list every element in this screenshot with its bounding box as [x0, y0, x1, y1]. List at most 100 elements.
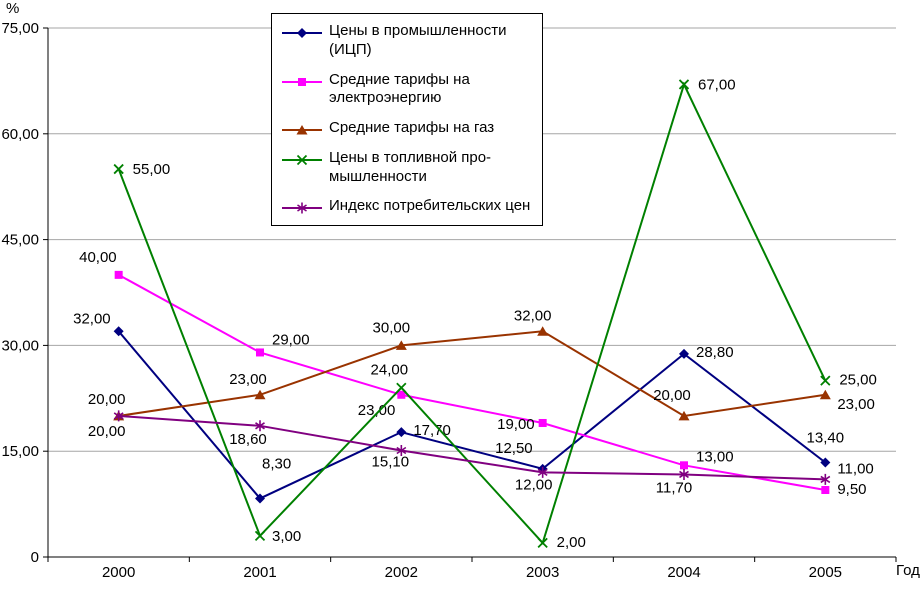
legend-item: Средние тарифы на газ — [282, 119, 530, 138]
data-label: 20,00 — [88, 391, 126, 408]
data-label: 32,00 — [514, 307, 552, 324]
y-tick-label: 30,00 — [1, 337, 39, 354]
data-label: 11,70 — [656, 479, 692, 496]
asterisk-marker — [255, 420, 265, 432]
x-marker — [113, 163, 124, 175]
x-marker — [537, 537, 548, 549]
y-tick-label: 60,00 — [1, 126, 39, 143]
diamond-legend-key-icon — [282, 28, 322, 38]
data-label: 11,00 — [837, 460, 873, 477]
triangle-marker — [254, 389, 266, 400]
x-tick-label: 2001 — [243, 564, 276, 581]
x-tick-label: 2005 — [809, 564, 842, 581]
data-label: 2,00 — [557, 534, 586, 551]
data-label: 13,00 — [696, 448, 734, 465]
x-tick-label: 2002 — [385, 564, 418, 581]
data-label: 12,00 — [515, 476, 553, 493]
asterisk-marker — [396, 444, 407, 456]
data-label: 24,00 — [371, 362, 409, 379]
x-tick-label: 2000 — [102, 564, 135, 581]
square-marker — [114, 270, 123, 279]
x-marker — [296, 154, 308, 165]
square-marker — [821, 485, 830, 494]
legend-label: Индекс потребительских цен — [329, 197, 531, 215]
chart-legend: Цены в промышленности (ИЦП) Средние тариф… — [271, 13, 544, 226]
data-label: 40,00 — [79, 249, 117, 266]
series-line — [117, 81, 827, 545]
legend-label: Цены в промышленности (ИЦП) — [329, 22, 507, 58]
data-label: 20,00 — [653, 387, 691, 404]
asterisk-legend-key-icon — [282, 202, 322, 214]
triangle-marker — [395, 340, 407, 350]
square-marker — [256, 348, 264, 357]
data-label: 17,70 — [413, 422, 451, 439]
data-label: 67,00 — [698, 76, 736, 93]
data-label: 55,00 — [133, 161, 171, 178]
asterisk-marker — [113, 410, 124, 422]
asterisk-marker — [297, 202, 307, 214]
diamond-marker — [297, 28, 307, 38]
series-line — [118, 273, 826, 491]
data-label: 25,00 — [839, 372, 877, 389]
legend-item: Средние тарифы на электроэнергию — [282, 71, 530, 109]
legend-item: Индекс потребительских цен — [282, 197, 530, 216]
series-line — [117, 330, 826, 500]
triangle-marker — [537, 326, 549, 336]
diamond-marker — [396, 427, 407, 438]
x-legend-key-icon — [282, 154, 322, 165]
x-marker — [254, 530, 266, 541]
diamond-marker — [820, 457, 831, 468]
y-tick-label: 75,00 — [1, 20, 39, 37]
x-axis-title: Год — [896, 562, 920, 579]
asterisk-marker — [679, 468, 689, 480]
data-label: 19,00 — [497, 416, 535, 433]
x-tick-label: 2004 — [667, 564, 700, 581]
y-tick-label: 15,00 — [1, 443, 39, 460]
data-label: 28,80 — [696, 344, 734, 361]
data-label: 20,00 — [88, 423, 126, 440]
data-label: 8,30 — [262, 455, 291, 472]
triangle-marker — [678, 410, 690, 421]
legend-item: Цены в топливной про- мышленности — [282, 149, 530, 187]
data-label: 29,00 — [272, 331, 310, 348]
square-marker — [538, 418, 547, 427]
legend-label: Цены в топливной про- мышленности — [329, 148, 492, 185]
x-marker — [396, 382, 407, 393]
data-label: 13,40 — [807, 429, 845, 446]
legend-label: Средние тарифы на электроэнергию — [329, 70, 470, 107]
data-label: 23,00 — [358, 402, 396, 419]
square-marker — [298, 77, 306, 86]
diamond-marker — [255, 493, 265, 504]
y-axis-unit-label: % — [6, 0, 20, 17]
data-label: 30,00 — [373, 319, 411, 336]
diamond-marker — [113, 326, 124, 337]
series-line — [118, 330, 826, 417]
series-line — [118, 414, 826, 481]
data-label: 15,10 — [372, 453, 410, 470]
data-label: 3,00 — [272, 528, 301, 545]
triangle-marker — [296, 125, 308, 135]
legend-item: Цены в промышленности (ИЦП) — [282, 22, 530, 60]
data-label: 9,50 — [837, 481, 866, 498]
data-label: 23,00 — [229, 371, 267, 388]
x-tick-label: 2003 — [526, 564, 559, 581]
y-tick-label: 45,00 — [1, 232, 39, 249]
square-marker — [680, 461, 688, 470]
square-legend-key-icon — [282, 77, 322, 86]
x-marker — [820, 375, 831, 386]
square-marker — [397, 390, 406, 399]
data-label: 32,00 — [73, 310, 111, 327]
diamond-marker — [679, 348, 689, 359]
data-label: 23,00 — [837, 396, 875, 413]
legend-label: Средние тарифы на газ — [329, 119, 495, 136]
triangle-marker — [819, 389, 831, 400]
data-label: 12,50 — [495, 440, 533, 457]
asterisk-marker — [537, 466, 548, 478]
y-tick-label: 0 — [31, 549, 39, 566]
triangle-legend-key-icon — [282, 125, 322, 135]
data-label: 18,60 — [229, 431, 267, 448]
asterisk-marker — [820, 473, 831, 485]
x-marker — [678, 79, 690, 90]
